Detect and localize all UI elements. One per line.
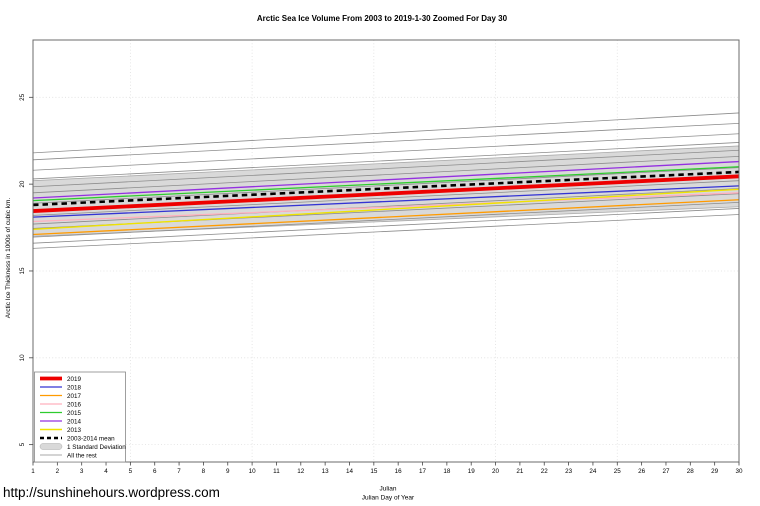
chart-title: Arctic Sea Ice Volume From 2003 to 2019-… [257,14,508,23]
x-tick-label: 17 [419,468,427,475]
x-tick-label: 24 [589,468,597,475]
x-tick-label: 9 [226,468,230,475]
x-tick-label: 7 [177,468,181,475]
legend-label: 2013 [67,427,82,434]
gridlines [33,40,740,462]
x-tick-label: 30 [735,468,743,475]
series-line-2017 [32,199,740,236]
x-tick-label: 12 [297,468,305,475]
x-axis: 1 2 3 4 5 6 7 8 9 10 11 12 13 14 15 16 17 18 19 20 21 22 23 24 2… [31,462,743,475]
x-tick-label: 16 [395,468,403,475]
rest-line [32,188,740,225]
rest-line [32,167,740,204]
rest-line [32,122,740,161]
x-tick-label: 23 [565,468,573,475]
x-tick-label: 6 [153,468,157,475]
legend-label: 2015 [67,410,82,417]
x-tick-label: 10 [249,468,257,475]
rest-line [32,180,740,216]
legend-swatch [39,443,63,450]
x-tick-label: 11 [273,468,280,475]
legend-label: 2018 [67,384,82,391]
y-tick-label: 15 [19,267,26,275]
series-line-2015 [32,166,740,202]
rest-line [32,214,740,249]
y-tick-label: 10 [19,354,26,362]
x-tick-label: 2 [56,468,60,475]
series-line-2013 [32,188,740,230]
legend-item-2015: 2015 [40,410,82,417]
legend-item-2003-2014-mean: 2003-2014 mean [40,435,115,442]
x-tick-label: 20 [492,468,500,475]
legend-label: 2016 [67,401,82,408]
y-axis: 5 10 15 20 25 [19,93,33,446]
rest-line [32,142,740,180]
legend-label: 2019 [67,376,82,383]
x-tick-label: 3 [80,468,84,475]
legend-item-2013: 2013 [40,427,82,434]
x-tick-label: 1 [31,468,35,475]
series-line-2003-2014-mean [32,170,740,207]
x-axis-title: Julian [380,486,397,493]
legend-item-2014: 2014 [40,418,82,425]
legend-item-all-the-rest: All the rest [40,452,97,459]
x-tick-label: 19 [468,468,476,475]
rest-line [32,112,740,154]
series-line-2019 [32,174,740,213]
y-axis-title: Arctic Ice Thickness in 1000s of cubic k… [5,198,12,319]
x-tick-label: 22 [541,468,549,475]
x-axis-subtitle: Julian Day of Year [362,495,415,502]
legend-label: 1 Standard Deviation [67,444,126,451]
legend-item-2017: 2017 [40,393,82,400]
x-tick-label: 27 [662,468,670,475]
watermark-url: http://sunshinehours.wordpress.com [3,485,220,500]
series-line-2014 [32,160,740,199]
y-tick-label: 20 [19,180,26,188]
legend-label: 2017 [67,393,82,400]
rest-line [32,133,740,171]
rest-line [32,201,740,238]
year-series-lines [32,160,740,236]
all-the-rest-lines [32,112,740,249]
legend-item-2019: 2019 [40,376,82,383]
x-tick-label: 5 [129,468,133,475]
x-tick-label: 8 [202,468,206,475]
rest-line [32,149,740,188]
y-tick-label: 25 [19,93,26,101]
plot-border [32,39,740,463]
x-tick-label: 29 [711,468,719,475]
legend-item-2016: 2016 [40,401,82,408]
legend-label: All the rest [67,452,97,459]
legend-label: 2014 [67,418,82,425]
series-line-2018 [32,185,740,218]
y-tick-label: 5 [19,442,26,446]
legend-item-1-standard-deviation: 1 Standard Deviation [39,443,126,451]
x-tick-label: 14 [346,468,354,475]
x-tick-label: 26 [638,468,646,475]
x-tick-label: 28 [687,468,695,475]
x-tick-label: 18 [443,468,451,475]
legend-item-2018: 2018 [40,384,82,391]
x-tick-label: 21 [516,468,524,475]
x-tick-label: 15 [370,468,378,475]
rest-line [32,208,740,244]
x-tick-label: 4 [104,468,108,475]
x-tick-label: 25 [614,468,622,475]
legend-label: 2003-2014 mean [67,435,115,442]
series-line-2016 [32,192,740,223]
rest-line [32,155,740,194]
x-tick-label: 13 [322,468,330,475]
